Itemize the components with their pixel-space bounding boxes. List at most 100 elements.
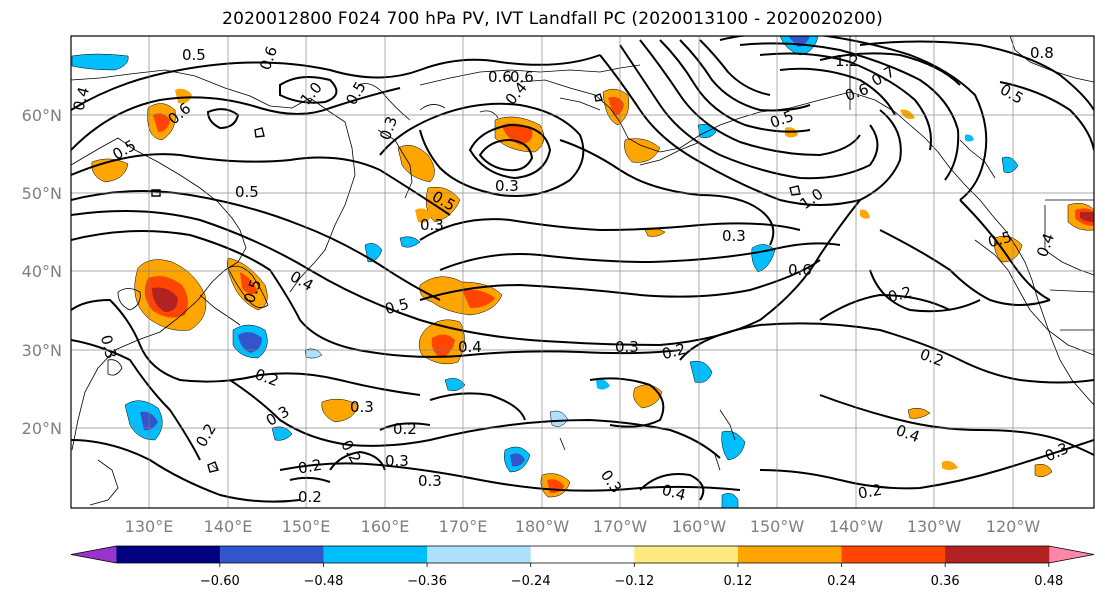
contour-label: 0.5 xyxy=(383,295,411,319)
negative-patch xyxy=(965,134,974,142)
positive-patch xyxy=(153,113,170,132)
contour-label: 0.2 xyxy=(886,283,914,307)
contour-label: 0.3 xyxy=(385,452,409,470)
positive-patch xyxy=(900,109,915,119)
negative-patch xyxy=(1001,156,1019,173)
lat-label-60n: 60°N xyxy=(22,106,62,125)
lon-label: 170°E xyxy=(439,517,488,536)
positive-patch xyxy=(1034,464,1053,478)
contour-label: 0.3 xyxy=(495,177,519,195)
positive-patch xyxy=(502,123,533,145)
longitude-labels: 130°E 140°E 150°E 160°E 170°E 180°W 170°… xyxy=(125,517,1041,536)
lat-label-30n: 30°N xyxy=(22,341,62,360)
graticule xyxy=(71,36,1094,508)
map-title: 2020012800 F024 700 hPa PV, IVT Landfall… xyxy=(222,9,883,29)
positive-patch xyxy=(240,272,258,295)
contour-label: 0.3 xyxy=(420,216,444,234)
lon-label: 150°E xyxy=(282,517,331,536)
contour-label: 0.3 xyxy=(722,227,746,245)
colorbar-tick-label: 0.24 xyxy=(827,574,856,589)
filled-anomaly-patches xyxy=(71,36,1094,508)
colorbar-tick-label: 0.36 xyxy=(931,574,960,589)
positive-patch xyxy=(152,287,178,312)
contour-label: 0.3 xyxy=(350,398,374,416)
positive-patch xyxy=(860,209,870,219)
colorbar-bin xyxy=(116,546,221,563)
colorbar-tick-label: −0.36 xyxy=(407,574,447,589)
positive-patch xyxy=(1080,212,1094,222)
contour-label: 0.2 xyxy=(857,481,884,503)
contour-label: 0.6 xyxy=(510,68,534,86)
contour-label: 0.4 xyxy=(458,338,482,356)
colorbar-extend-max xyxy=(1048,546,1094,563)
lon-label: 140°E xyxy=(204,517,253,536)
negative-patch xyxy=(271,426,293,441)
contour-label: 0.2 xyxy=(660,340,688,364)
contour-label: 0.5 xyxy=(235,183,259,201)
colorbar-tick-label: −0.48 xyxy=(304,574,344,589)
contour-labels: 0.5 0.6 0.4 0.5 0.6 1.0 0.5 0.3 0.6 0.6 … xyxy=(69,44,1071,506)
contour-label: 0.8 xyxy=(1030,44,1054,62)
lon-label: 170°W xyxy=(593,517,648,536)
contour-label: 0.5 xyxy=(986,228,1014,252)
colorbar-bin xyxy=(530,546,635,563)
negative-patch xyxy=(399,236,421,248)
negative-patch xyxy=(721,430,746,461)
positive-patch xyxy=(175,88,192,104)
colorbar-bin xyxy=(323,546,428,563)
colorbar-bin xyxy=(427,546,532,563)
lon-label: 120°W xyxy=(986,517,1041,536)
negative-patch xyxy=(71,53,129,71)
colorbar-extend-min xyxy=(71,546,117,563)
colorbar: −0.60 −0.48 −0.36 −0.24 −0.12 0.12 0.24 0.36 0.4… xyxy=(70,545,1095,589)
positive-patch xyxy=(907,407,931,419)
map-frame xyxy=(70,35,1095,509)
lon-label: 150°W xyxy=(750,517,805,536)
negative-patch xyxy=(510,453,525,467)
colorbar-tick-label: −0.12 xyxy=(614,574,654,589)
contour-label: 0.6 xyxy=(488,68,512,86)
contour-label: 0.3 xyxy=(97,333,121,361)
contour-label: 1.2 xyxy=(835,52,859,70)
lat-label-50n: 50°N xyxy=(22,184,62,203)
contour-label: 0.2 xyxy=(298,488,322,506)
positive-patch xyxy=(431,334,455,358)
negative-patch xyxy=(788,36,810,47)
colorbar-outline xyxy=(70,545,1095,564)
lat-label-40n: 40°N xyxy=(22,262,62,281)
negative-patch xyxy=(721,493,739,508)
contour-label: 0.3 xyxy=(615,338,639,356)
positive-patch xyxy=(397,144,435,183)
contour-label: 0.6 xyxy=(788,261,812,279)
colorbar-bin xyxy=(945,546,1050,563)
positive-patch xyxy=(942,460,958,470)
positive-patch xyxy=(624,138,661,163)
lat-label-20n: 20°N xyxy=(22,419,62,438)
latitude-labels: 60°N 50°N 40°N 30°N 20°N xyxy=(22,106,62,438)
colorbar-tick-label: 0.48 xyxy=(1034,574,1063,589)
negative-patch xyxy=(238,332,262,353)
lon-label: 140°W xyxy=(829,517,884,536)
contour-label: 0.2 xyxy=(297,456,324,478)
positive-patch xyxy=(415,208,432,223)
negative-patch xyxy=(304,348,323,359)
contour-label: 0.3 xyxy=(418,472,442,490)
colorbar-tick-label: −0.24 xyxy=(511,574,551,589)
contour-label: 0.4 xyxy=(69,85,93,113)
lon-label: 130°W xyxy=(907,517,962,536)
negative-patch xyxy=(444,378,466,392)
lon-label: 180°W xyxy=(515,517,570,536)
colorbar-tick-label: 0.12 xyxy=(723,574,752,589)
lon-label: 130°E xyxy=(125,517,174,536)
contour-label: 0.4 xyxy=(660,481,688,505)
colorbar-bin xyxy=(737,546,843,563)
positive-patch xyxy=(321,398,359,423)
colorbar-bin xyxy=(841,546,946,563)
negative-patch xyxy=(689,360,713,383)
colorbar-bin xyxy=(634,546,739,563)
contour-label: 0.5 xyxy=(182,46,206,64)
colorbar-tick-label: −0.60 xyxy=(200,574,240,589)
negative-patch xyxy=(596,379,610,390)
lon-label: 160°E xyxy=(361,517,410,536)
